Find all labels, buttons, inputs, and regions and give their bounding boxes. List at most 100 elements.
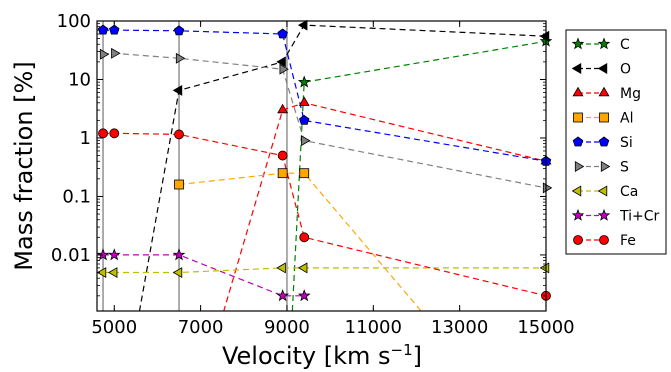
legend-marker-si [598,136,610,147]
data-point-ti-cr [107,248,121,261]
series-line-c [291,40,546,311]
plot-area [96,19,553,312]
data-point-mg [298,96,310,106]
legend-entry-mg: Mg [572,86,641,102]
series-line-s [102,52,546,189]
data-point-al [277,168,288,179]
data-point-ca [276,262,286,274]
x-axis: 5000 7000 9000 11000 13000 15000 [91,21,575,338]
legend-entry-ti-cr: Ti+Cr [571,208,660,225]
data-point-ti-cr [172,248,186,261]
legend-marker-mg [598,86,610,97]
y-tick-label: 100 [57,11,91,32]
data-point-ca [297,262,308,274]
legend-marker-fe [599,235,609,245]
data-point-c [297,75,311,88]
legend-entry-ca: Ca [571,184,638,200]
data-point-si [109,24,120,35]
data-point-s [111,47,121,59]
data-point-ca [96,267,107,278]
data-point-fe [277,150,288,161]
x-axis-title: Velocity [km s−1] [222,341,422,370]
x-tick-label: 15000 [517,317,574,338]
vertical-lines [102,21,288,311]
legend-marker-al [573,112,583,123]
legend-label-o: O [620,62,631,78]
legend-label-mg: Mg [620,86,641,102]
series-markers-o [172,19,550,96]
data-point-s [99,48,110,60]
series-markers-ti-cr [96,248,311,302]
data-point-mg [277,103,289,114]
legend-label-ca: Ca [620,184,638,200]
data-point-si [173,25,185,36]
legend-entry-c: C [571,37,630,53]
data-point-ti-cr [297,289,311,302]
x-tick-label: 7000 [178,317,224,338]
data-point-fe [174,129,184,140]
data-point-o [297,19,308,31]
y-axis-title: Mass fraction [%] [10,61,38,270]
series-markers-al [174,168,310,190]
series-markers-si [97,24,552,166]
data-point-ti-cr [96,248,110,261]
data-point-ti-cr [276,289,289,302]
series-markers-ca [96,262,550,278]
series-markers-fe [98,128,551,301]
data-point-fe [299,232,310,243]
legend-marker-o [597,63,608,74]
series-markers-s [99,47,553,194]
legend-marker-c [571,37,585,50]
legend-marker-si [572,136,584,147]
data-point-al [299,168,310,179]
series-line-fe [103,132,546,297]
legend-label-c: C [620,37,630,53]
legend-marker-o [571,63,582,74]
series-line-mg [223,102,546,311]
series-line-al [178,172,422,311]
legend-marker-ca [571,185,582,197]
series-markers-mg [277,96,552,165]
legend-marker-s [600,161,611,172]
legend-marker-mg [572,86,584,97]
legend-label-si: Si [620,135,633,151]
legend-entry-s: S [574,160,629,176]
legend-marker-fe [573,235,583,245]
legend-label-ti-cr: Ti+Cr [619,209,660,225]
legend: CO Mg Al Si S Ca Ti+Cr Fe [565,29,667,255]
y-tick-label: 1 [80,128,91,149]
y-tick-label: 0.1 [62,186,91,207]
data-point-o [172,85,183,96]
y-tick-label: 0.01 [51,245,91,266]
series-markers [96,19,553,302]
plot-frame [96,20,547,312]
data-point-s [301,135,311,147]
legend-entry-fe: Fe [573,233,636,249]
x-tick-label: 5000 [91,317,137,338]
legend-label-s: S [620,160,629,176]
data-point-s [542,182,553,194]
data-point-ca [172,267,183,278]
legend-entry-al: Al [573,111,633,127]
legend-marker-ti-cr [597,208,611,221]
x-axis-title-superscript: −1 [391,341,413,359]
series-line-o [138,24,546,311]
legend-marker-al [599,112,609,123]
series-line-ti-cr [103,254,305,297]
legend-label-fe: Fe [620,233,636,249]
y-axis: 0.01 0.1 1 10 100 [51,11,546,297]
legend-marker-ti-cr [571,208,585,221]
legend-marker-c [597,37,611,50]
legend-marker-s [574,161,585,172]
y-tick-label: 10 [68,69,91,90]
data-point-fe [109,128,120,139]
x-tick-label: 11000 [345,317,402,338]
data-point-s [175,52,186,64]
data-point-o [276,56,286,68]
legend-label-al: Al [620,111,633,127]
data-point-al [174,179,184,190]
data-point-si [277,28,288,39]
data-point-si [97,24,109,35]
data-point-ca [108,267,118,278]
legend-entry-o: O [571,62,631,78]
